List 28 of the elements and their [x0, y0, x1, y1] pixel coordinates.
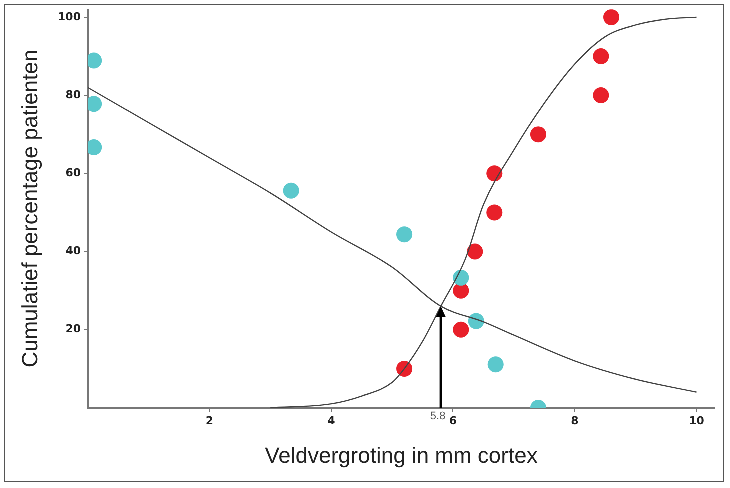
x-tick-label: 4	[328, 414, 336, 428]
point	[453, 282, 470, 299]
y-axis-title: Cumulatief percentage patienten	[17, 50, 42, 368]
point	[604, 10, 620, 26]
point	[486, 204, 503, 221]
point	[396, 226, 413, 243]
point	[488, 356, 504, 373]
x-tick-label: 2	[206, 414, 214, 428]
point	[467, 244, 484, 260]
point	[486, 166, 503, 182]
x-tick-label: 6	[449, 414, 458, 428]
y-tick-label: 20	[66, 322, 82, 336]
point	[396, 360, 413, 377]
point	[593, 88, 610, 104]
y-tick-label: 60	[66, 166, 82, 180]
x-tick-label: 8	[571, 414, 579, 428]
x-tick-label: 10	[689, 414, 705, 428]
y-tick-label: 40	[66, 244, 82, 258]
annotation: 5.8	[430, 410, 446, 423]
x-axis-title: Veldvergroting in mm cortex	[265, 442, 538, 468]
point	[530, 126, 546, 143]
y-tick-label: 80	[66, 88, 82, 102]
point	[468, 313, 484, 330]
point	[283, 182, 300, 199]
point	[593, 48, 610, 64]
y-tick-label: 100	[58, 10, 82, 24]
point	[453, 322, 470, 338]
point	[453, 270, 470, 286]
